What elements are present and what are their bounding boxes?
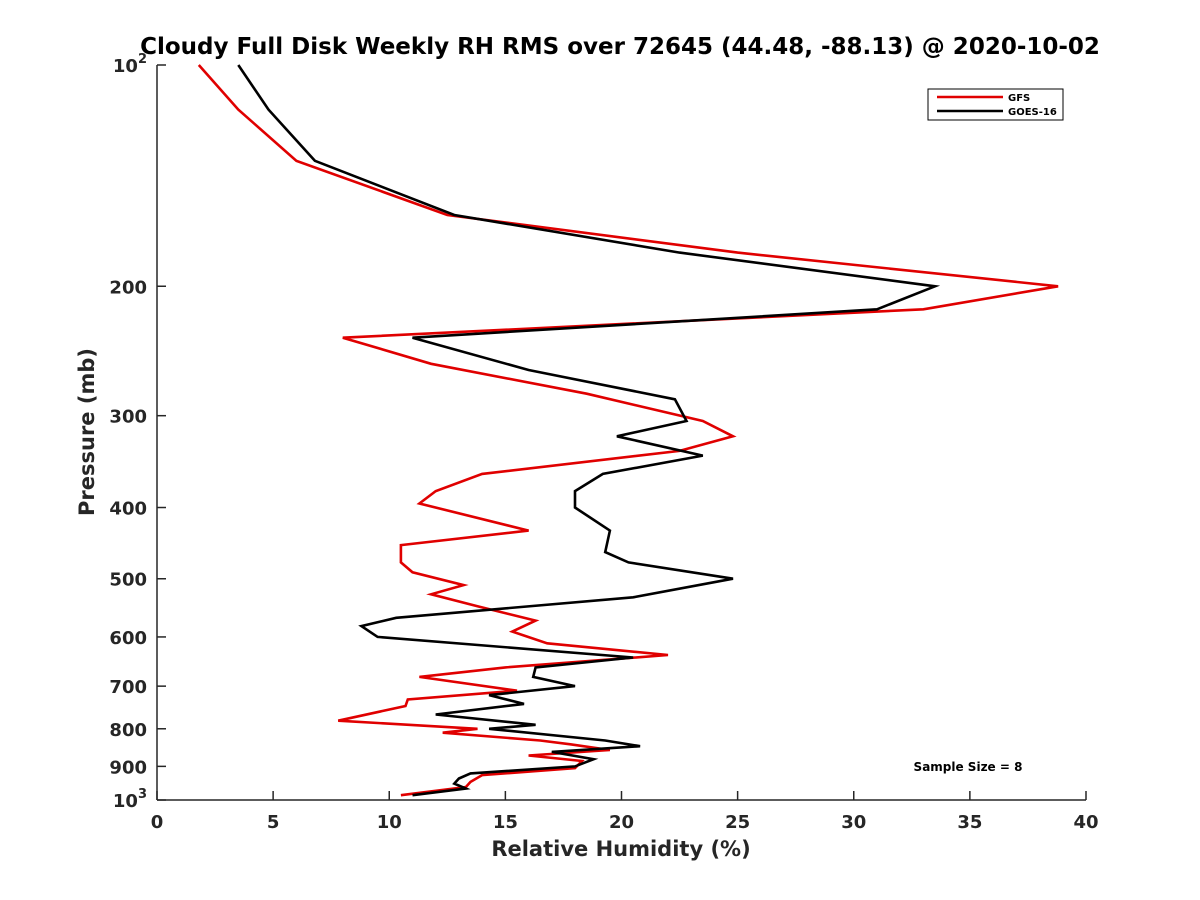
x-tick-label: 40: [1073, 812, 1098, 833]
x-tick-label: 20: [609, 812, 634, 833]
x-tick-label: 10: [377, 812, 402, 833]
y-tick-label: 500: [109, 570, 147, 591]
series-layer: [197, 64, 1059, 797]
series-line-goes16: [237, 64, 941, 797]
x-tick-label: 0: [151, 812, 164, 833]
chart-title: Cloudy Full Disk Weekly RH RMS over 7264…: [140, 34, 1100, 60]
y-tick-label: 200: [109, 277, 147, 298]
y-axis-label: Pressure (mb): [75, 348, 99, 516]
x-axis-label: Relative Humidity (%): [491, 837, 750, 861]
x-tick-label: 35: [957, 812, 982, 833]
y-tick-label: 800: [109, 720, 147, 741]
y-ticks: 102 200 300 400 500 600 700 800 900 103: [109, 52, 166, 812]
legend: GFS GOES-16: [927, 88, 1064, 121]
plot-area: [157, 65, 1086, 800]
y-tick-label: 900: [109, 757, 147, 778]
legend-box: [927, 88, 1064, 121]
x-ticks: 0 5 10 15 20 25 30 35 40: [151, 791, 1099, 833]
sample-size-annotation: Sample Size = 8: [914, 760, 1023, 774]
x-tick-label: 15: [493, 812, 518, 833]
x-tick-label: 5: [267, 812, 280, 833]
x-tick-label: 25: [725, 812, 750, 833]
y-tick-label: 300: [109, 407, 147, 428]
legend-label-goes16: GOES-16: [1008, 107, 1057, 118]
x-tick-label: 30: [841, 812, 866, 833]
legend-label-gfs: GFS: [1008, 93, 1030, 104]
y-tick-label: 600: [109, 628, 147, 649]
y-tick-label: 102: [113, 52, 147, 77]
y-tick-label: 700: [109, 677, 147, 698]
y-tick-label: 103: [113, 787, 147, 812]
y-tick-label: 400: [109, 499, 147, 520]
